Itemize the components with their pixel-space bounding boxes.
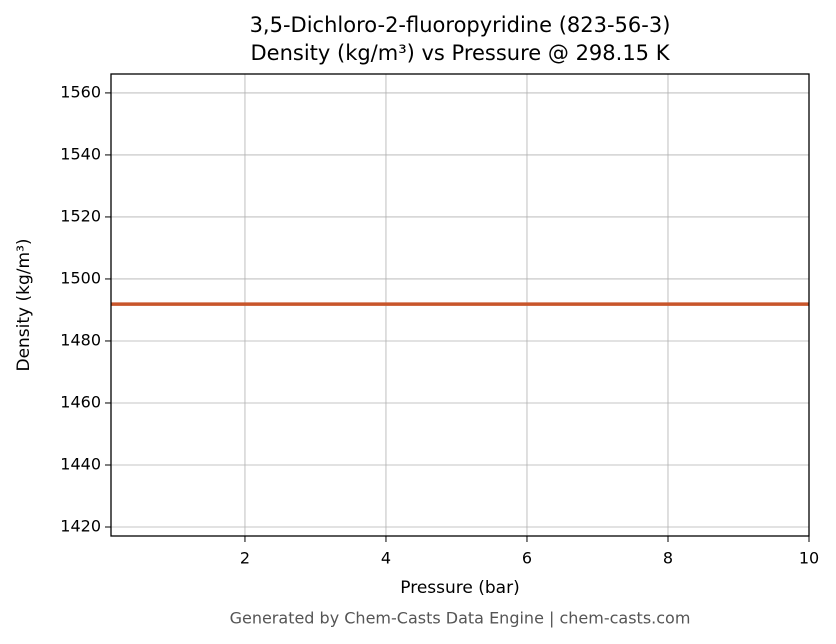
footer: Generated by Chem-Casts Data Engine | ch… (230, 609, 691, 628)
x-tick-label: 6 (522, 549, 532, 568)
x-tick-label: 2 (240, 549, 250, 568)
y-tick-label: 1520 (60, 206, 101, 225)
y-tick-label: 1540 (60, 144, 101, 163)
y-tick-label: 1460 (60, 392, 101, 411)
x-tick-label: 10 (799, 549, 819, 568)
y-tick-label: 1500 (60, 268, 101, 287)
y-tick-label: 1480 (60, 330, 101, 349)
y-tick-label: 1560 (60, 82, 101, 101)
plot-frame (110, 73, 810, 537)
y-tick-label: 1420 (60, 517, 101, 536)
x-axis-label: Pressure (bar) (400, 578, 519, 598)
y-tick-label: 1440 (60, 454, 101, 473)
chart-title: 3,5-Dichloro-2-fluoropyridine (823-56-3) (250, 13, 671, 37)
x-tick-label: 8 (663, 549, 673, 568)
y-axis-label: Density (kg/m³) (14, 238, 34, 371)
x-tick-label: 4 (381, 549, 391, 568)
chart-subtitle: Density (kg/m³) vs Pressure @ 298.15 K (250, 41, 670, 65)
